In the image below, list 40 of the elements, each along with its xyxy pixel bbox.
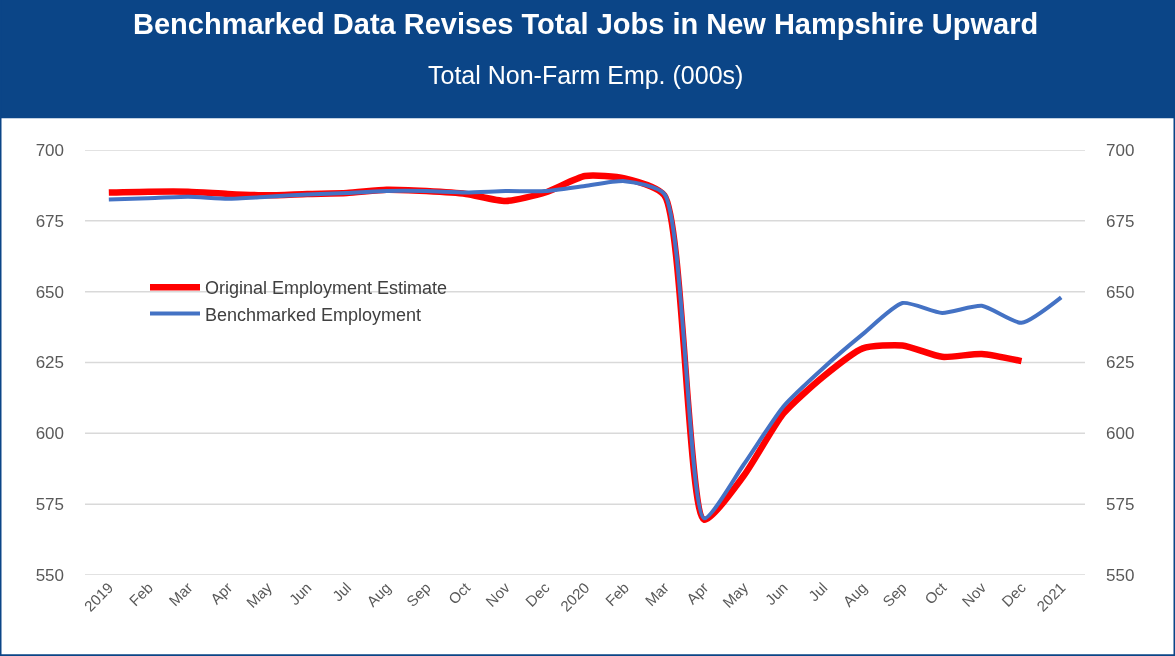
x-tick-label: May	[242, 578, 276, 611]
x-tick-label: Feb	[125, 578, 156, 610]
y2-tick-label: 625	[1106, 353, 1135, 373]
x-tick-label: Apr	[682, 578, 712, 608]
y-tick-label: 625	[35, 353, 64, 373]
y-tick-label: 575	[35, 495, 64, 515]
x-tick-label: Jun	[285, 578, 315, 609]
x-tick-label: Apr	[206, 578, 236, 608]
x-tick-label: Dec	[521, 578, 554, 610]
y-tick-label: 700	[35, 140, 64, 160]
x-tick-label: Mar	[641, 578, 672, 610]
x-tick-label: Dec	[998, 578, 1030, 610]
x-tick-label: Mar	[165, 578, 196, 610]
x-tick-label: Oct	[444, 578, 474, 608]
y-tick-label: 650	[35, 282, 64, 302]
x-tick-label: Jul	[804, 578, 831, 605]
legend-label: Benchmarked Employment	[205, 304, 422, 325]
legend-label: Original Employment Estimate	[205, 278, 448, 299]
y2-tick-label: 575	[1106, 495, 1135, 515]
x-tick-label: Sep	[878, 578, 910, 610]
x-tick-label: May	[719, 578, 752, 611]
x-tick-label: Jun	[761, 578, 791, 609]
chart-title: Benchmarked Data Revises Total Jobs in New Hampshire Upward	[133, 8, 1039, 40]
chart-subtitle: Total Non-Farm Emp. (000s)	[428, 61, 744, 89]
y2-tick-label: 550	[1106, 565, 1135, 585]
y-tick-label: 600	[35, 424, 64, 444]
x-tick-label: Aug	[839, 578, 871, 610]
x-tick-label: Nov	[958, 578, 990, 610]
y2-tick-label: 700	[1106, 140, 1135, 160]
x-tick-label: Jul	[328, 578, 355, 605]
y2-tick-label: 650	[1106, 282, 1135, 302]
x-tick-label: Aug	[363, 578, 395, 610]
y2-tick-label: 675	[1106, 211, 1135, 231]
y2-tick-label: 600	[1106, 424, 1135, 444]
x-tick-label: Sep	[402, 578, 434, 610]
x-tick-label: Feb	[601, 578, 633, 610]
x-tick-label: Oct	[921, 578, 951, 608]
x-tick-label: Nov	[482, 578, 514, 610]
y-tick-label: 675	[35, 211, 64, 231]
y-tick-label: 550	[35, 565, 64, 585]
